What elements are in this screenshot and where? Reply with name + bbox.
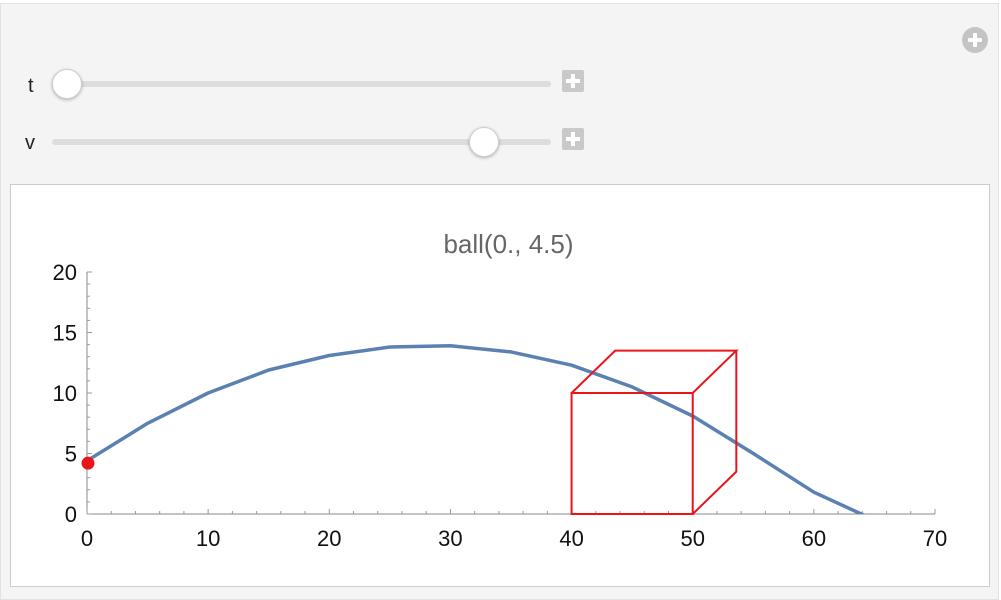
ball-marker — [81, 456, 95, 470]
ticks: 0 10 20 30 40 50 60 70 0 5 10 15 20 — [53, 260, 948, 551]
plot-frame — [10, 184, 990, 587]
slider-track-v[interactable] — [52, 139, 551, 145]
y-tick-label: 0 — [65, 502, 77, 527]
axes — [86, 272, 935, 515]
x-tick-label: 20 — [317, 526, 341, 551]
x-tick-label: 10 — [196, 526, 220, 551]
slider-thumb-v[interactable] — [469, 127, 500, 157]
x-tick-label: 40 — [559, 526, 583, 551]
plus-circle-icon[interactable] — [962, 27, 988, 53]
y-tick-label: 5 — [65, 442, 77, 467]
slider-track-t[interactable] — [52, 81, 551, 87]
cube-top-face — [570, 349, 739, 394]
slider-thumb-t[interactable] — [52, 69, 82, 99]
x-tick-label: 50 — [680, 526, 704, 551]
x-tick-label: 0 — [81, 526, 93, 551]
x-tick-label: 60 — [802, 526, 826, 551]
x-tick-label: 70 — [923, 526, 947, 551]
chart-title: ball(0., 4.5) — [443, 229, 574, 259]
y-tick-label: 15 — [53, 321, 77, 346]
expand-slider-v-button[interactable] — [562, 128, 584, 150]
cube-side-face — [692, 350, 738, 515]
trajectory-line — [87, 344, 866, 514]
y-tick-label: 10 — [53, 381, 77, 406]
x-tick-label: 30 — [438, 526, 462, 551]
expand-slider-t-button[interactable] — [562, 70, 584, 92]
cube — [570, 349, 739, 515]
cube-front-face — [570, 392, 694, 515]
slider-label-t: t — [28, 75, 34, 97]
y-tick-label: 20 — [53, 260, 77, 285]
marks — [81, 344, 866, 515]
slider-label-v: v — [25, 132, 35, 154]
